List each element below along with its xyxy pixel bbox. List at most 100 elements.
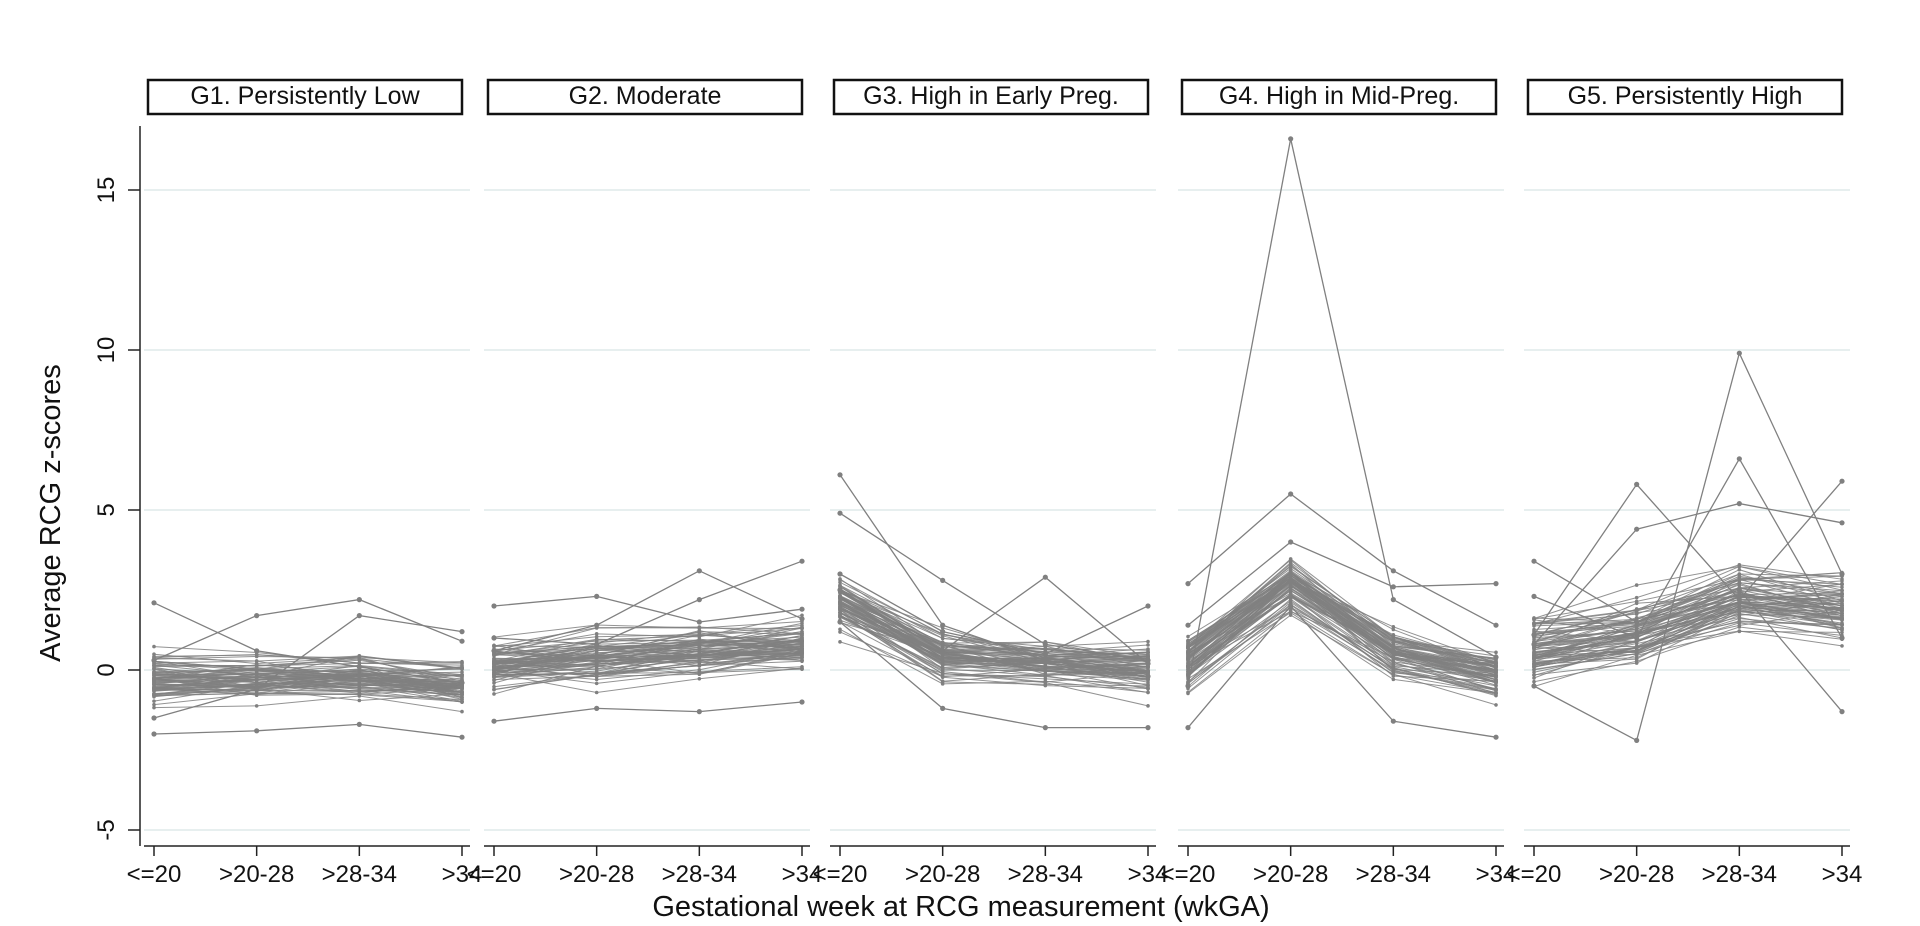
x-tick-label: >20-28	[905, 861, 980, 888]
trajectory-point	[940, 643, 945, 647]
trajectory-point	[697, 651, 702, 656]
trajectory-line	[1187, 578, 1497, 664]
trajectory-line	[493, 621, 803, 647]
trajectory-line	[839, 576, 1149, 665]
trajectory-point	[940, 679, 945, 683]
trajectory-point	[1839, 635, 1845, 641]
trajectory-line	[493, 646, 803, 668]
x-tick-label: >34	[1128, 861, 1169, 888]
x-tick-label: >34	[782, 861, 823, 888]
x-tick-label: >20-28	[1253, 861, 1328, 888]
trajectory-point	[799, 558, 805, 564]
trajectory-point	[254, 661, 259, 666]
trajectory-line	[153, 602, 463, 684]
trajectory-point	[492, 692, 496, 696]
trajectory-point	[357, 678, 362, 683]
trajectory-point	[1840, 601, 1844, 606]
trajectory-point	[1531, 683, 1537, 689]
trajectory-point	[838, 580, 842, 585]
trajectory-lines	[491, 558, 805, 724]
x-tick-label: >34	[1822, 861, 1863, 888]
trajectory-lines	[151, 597, 465, 740]
trajectory-point	[1634, 635, 1640, 641]
trajectory-point	[1391, 677, 1396, 682]
trajectory-point	[1288, 594, 1293, 598]
trajectory-point	[1737, 577, 1742, 582]
trajectory-point	[1043, 682, 1048, 687]
trajectory-point	[838, 578, 842, 582]
trajectory-line	[1533, 565, 1843, 624]
trajectory-line	[1533, 564, 1843, 625]
trajectory-point	[1494, 650, 1498, 655]
trajectory-line	[153, 669, 463, 687]
trajectory-point	[1532, 629, 1536, 633]
panel-title-box	[486, 78, 804, 116]
trajectory-point	[1737, 581, 1742, 586]
panel-title-box	[1526, 78, 1844, 116]
chart-panel: G3. High in Early Preg. <=20 >20-28 >28-34 >…	[813, 78, 1169, 888]
trajectory-point	[357, 687, 362, 692]
trajectory-point	[1288, 562, 1293, 566]
trajectory-point	[1634, 595, 1639, 600]
trajectory-point	[1186, 651, 1190, 656]
trajectory-line	[839, 609, 1149, 682]
trajectory-point	[1391, 651, 1396, 656]
trajectory-point	[1186, 657, 1190, 662]
trajectory-point	[1494, 677, 1498, 682]
trajectory-line	[493, 560, 803, 646]
trajectory-point	[356, 613, 362, 619]
trajectory-point	[1391, 648, 1396, 652]
trajectory-line	[493, 631, 803, 656]
trajectory-point	[1493, 622, 1499, 628]
trajectory-point	[1532, 676, 1536, 680]
x-tick-label: >28-34	[1356, 861, 1431, 888]
trajectory-point	[838, 607, 842, 611]
trajectory-line	[153, 653, 463, 665]
trajectory-point	[1145, 725, 1151, 731]
trajectory-point	[696, 709, 702, 715]
x-tick-label: <=20	[127, 861, 182, 888]
trajectory-line	[493, 635, 803, 667]
panel-title: G1. Persistently Low	[190, 82, 420, 110]
trajectory-line	[839, 614, 1149, 685]
trajectory-point	[1288, 491, 1294, 497]
trajectory-point	[492, 668, 496, 672]
trajectory-point	[697, 672, 702, 677]
trajectory-line	[493, 638, 803, 657]
trajectory-line	[1533, 614, 1843, 656]
trajectory-line	[493, 701, 803, 722]
trajectory-point	[1737, 629, 1742, 633]
trajectory-line	[493, 666, 803, 684]
trajectory-point	[837, 619, 843, 625]
trajectory-point	[492, 657, 496, 661]
trajectory-point	[697, 639, 702, 644]
trajectory-point	[152, 684, 156, 689]
trajectory-point	[1391, 624, 1396, 629]
trajectory-point	[1531, 593, 1537, 600]
trajectory-point	[1634, 624, 1639, 628]
trajectory-point	[1288, 603, 1294, 609]
trajectory-point	[1737, 619, 1742, 623]
trajectory-point	[1288, 609, 1293, 614]
trajectory-point	[1737, 593, 1742, 598]
trajectory-line	[1533, 630, 1843, 676]
trajectory-point	[940, 648, 946, 654]
y-axis-label: Average RCG z-scores	[35, 364, 67, 662]
trajectory-line	[1187, 580, 1497, 677]
trajectory-point	[1840, 612, 1844, 616]
trajectory-point	[800, 651, 804, 656]
trajectory-point	[1840, 616, 1844, 620]
x-tick-label: >20-28	[1599, 861, 1674, 888]
trajectory-line	[493, 653, 803, 677]
trajectory-point	[1390, 584, 1396, 590]
trajectory-point	[1737, 567, 1742, 572]
trajectory-point	[1736, 350, 1742, 356]
trajectory-point	[594, 677, 599, 682]
trajectory-point	[594, 666, 599, 671]
trajectory-point	[1185, 581, 1191, 587]
trajectory-point	[697, 654, 702, 658]
trajectory-point	[1736, 501, 1742, 507]
trajectory-point	[1391, 672, 1396, 677]
trajectory-point	[491, 648, 497, 654]
trajectory-point	[1185, 622, 1191, 628]
